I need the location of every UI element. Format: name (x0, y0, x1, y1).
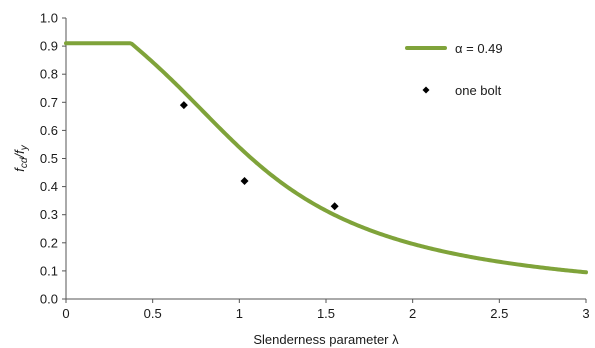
y-tick-label: 0.9 (40, 39, 58, 54)
x-tick-label: 1.5 (317, 306, 335, 321)
y-axis-title-main: f (12, 167, 27, 172)
x-tick-label: 2 (409, 306, 416, 321)
x-tick-label: 3 (582, 306, 589, 321)
y-tick-label: 0.8 (40, 67, 58, 82)
y-tick-label: 0.5 (40, 151, 58, 166)
y-ticks: 0.0 0.1 0.2 0.3 0.4 0.5 0.6 0.7 0.8 0.9 1.0 (40, 11, 66, 307)
legend-label-one-bolt: one bolt (455, 83, 502, 98)
legend-label-alpha: α = 0.49 (455, 41, 503, 56)
y-axis-title: fcd/fy (12, 144, 30, 171)
series-line-alpha (64, 41, 588, 275)
x-tick-label: 1 (236, 306, 243, 321)
y-tick-label: 1.0 (40, 11, 58, 26)
x-tick-label: 2.5 (490, 306, 508, 321)
x-tick-label: 0.5 (144, 306, 162, 321)
legend: α = 0.49 one bolt (405, 41, 503, 98)
y-tick-label: 0.0 (40, 292, 58, 307)
y-axis-title-sub-cd: cd (19, 157, 30, 168)
y-tick-label: 0.6 (40, 123, 58, 138)
scatter-point-one-bolt (330, 202, 339, 211)
y-tick-label: 0.2 (40, 235, 58, 250)
x-axis-title: Slenderness parameter λ (253, 332, 399, 347)
axes (65, 18, 586, 300)
y-tick-label: 0.1 (40, 263, 58, 278)
y-axis-title-slash: /f (12, 149, 27, 159)
series-layer (64, 41, 588, 275)
x-ticks: 0 0.5 1 1.5 2 2.5 3 (62, 299, 590, 321)
y-tick-label: 0.7 (40, 95, 58, 110)
y-axis-title-sub-y: y (19, 144, 30, 151)
y-tick-label: 0.3 (40, 207, 58, 222)
scatter-point-one-bolt (240, 176, 249, 185)
y-tick-label: 0.4 (40, 179, 58, 194)
scatter-point-one-bolt (179, 101, 188, 110)
legend-marker-swatch (422, 86, 430, 94)
x-tick-label: 0 (62, 306, 69, 321)
